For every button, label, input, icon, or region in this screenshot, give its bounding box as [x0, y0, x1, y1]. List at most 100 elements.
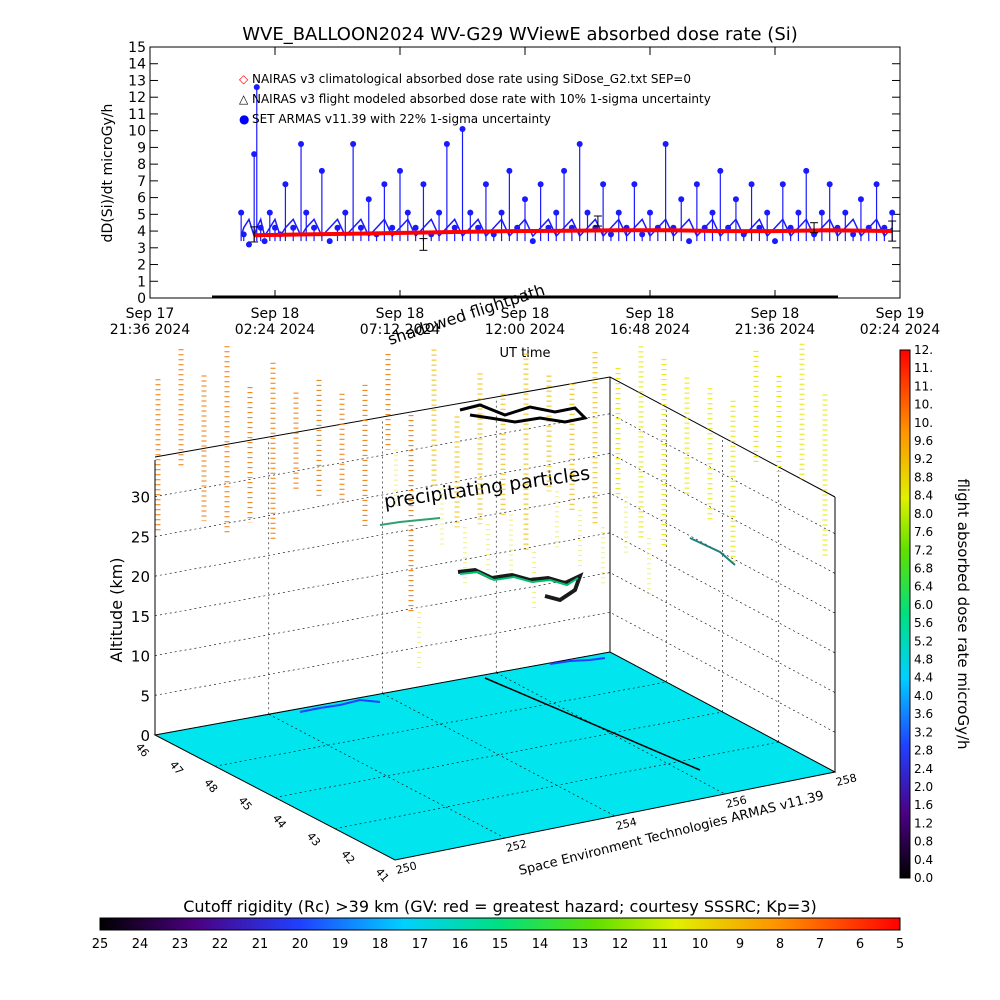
dose-rate-colorbar-tick: 10.	[914, 416, 933, 430]
legend-symbol: △	[239, 92, 249, 106]
armas-point	[537, 181, 544, 188]
dose-rate-colorbar-tick: 3.6	[914, 707, 933, 721]
altitude-tick-label: 30	[131, 489, 150, 507]
x-tick-label-time: 12:00 2024	[485, 322, 566, 338]
armas-point	[303, 209, 310, 216]
armas-point	[420, 181, 427, 188]
longitude-axis: 250 252 254 256 258	[395, 771, 859, 877]
latitude-tick-label: 41	[373, 866, 392, 885]
armas-point	[857, 196, 864, 203]
dose-rate-colorbar-tick: 8.4	[914, 489, 933, 503]
armas-point	[282, 181, 289, 188]
cutoff-rigidity-tick: 7	[816, 937, 824, 952]
armas-point	[261, 238, 268, 245]
armas-point	[553, 209, 560, 216]
armas-point	[443, 141, 450, 148]
cutoff-rigidity-tick: 22	[212, 937, 229, 952]
dose-rate-colorbar-label: flight absorbed dose rate microGy/h	[954, 478, 972, 749]
cutoff-rigidity-tick: 17	[412, 937, 429, 952]
latitude-tick-label: 43	[304, 830, 323, 849]
dose-rate-colorbar-tick: 4.0	[914, 689, 933, 703]
dose-rate-colorbar-tick: 0.8	[914, 835, 933, 849]
nairas-climatological-line	[254, 228, 893, 238]
dose-rate-colorbar-tick: 6.4	[914, 580, 933, 594]
ground-map-floor	[153, 651, 837, 861]
armas-point	[522, 196, 528, 203]
armas-point	[889, 209, 896, 216]
precipitating-particles-annotation: precipitating particles	[383, 462, 592, 513]
x-axis-label: UT time	[500, 346, 551, 361]
dose-rate-colorbar	[899, 349, 911, 879]
armas-point	[607, 231, 614, 238]
y-tick-label: 0	[137, 291, 146, 307]
armas-point	[647, 209, 653, 216]
armas-point	[772, 238, 778, 245]
armas-point	[748, 181, 755, 188]
armas-point	[389, 224, 396, 231]
ground-shadow-track	[299, 698, 381, 713]
armas-line	[240, 217, 893, 239]
floor-grid-line	[496, 672, 726, 795]
ground-divider	[484, 677, 701, 771]
armas-point	[662, 141, 669, 148]
dose-rate-colorbar-tick: 2.4	[914, 762, 933, 776]
armas-point	[412, 224, 419, 231]
dose-rate-colorbar-tick: 1.2	[914, 816, 933, 830]
flight-track-mid-color	[459, 570, 579, 587]
armas-point	[615, 209, 622, 216]
cutoff-rigidity-tick: 20	[292, 937, 309, 952]
armas-point	[334, 224, 341, 231]
cutoff-rigidity-tick: 8	[776, 937, 784, 952]
y-tick-label: 5	[137, 207, 146, 223]
armas-point	[238, 209, 245, 216]
dose-rate-colorbar-tick: 3.2	[914, 725, 933, 739]
legend-label: NAIRAS v3 flight modeled absorbed dose r…	[252, 92, 711, 106]
x-tick-label-date: Sep 18	[251, 306, 300, 322]
dose-rate-colorbar-tick: 8.8	[914, 470, 933, 484]
y-tick-label: 3	[137, 241, 146, 257]
armas-point	[842, 209, 849, 216]
armas-point	[251, 151, 258, 158]
y-axis-label: dD(Si)/dt microGy/h	[100, 104, 116, 243]
x-tick-label-date: Sep 17	[126, 306, 175, 322]
dose-rate-colorbar-tick: 7.6	[914, 525, 933, 539]
dose-rate-colorbar-tick: 0.0	[914, 871, 933, 885]
armas-point	[451, 224, 458, 231]
armas-point	[342, 209, 349, 216]
cutoff-rigidity-tick: 13	[572, 937, 589, 952]
y-tick-label: 10	[128, 124, 146, 140]
flight-track-descent	[689, 537, 736, 566]
y-tick-label: 9	[137, 140, 146, 156]
longitude-tick-label: 258	[835, 771, 859, 789]
legend-label: NAIRAS v3 climatological absorbed dose r…	[252, 72, 691, 86]
armas-point	[326, 238, 333, 245]
armas-point	[245, 241, 252, 248]
armas-point	[686, 238, 693, 245]
dose-rate-colorbar-tick: 11.	[914, 379, 933, 393]
longitude-tick-label: 256	[725, 793, 749, 811]
x-tick-label-date: Sep 18	[376, 306, 425, 322]
armas-point	[253, 84, 260, 91]
x-tick-label-date: Sep 18	[751, 306, 800, 322]
armas-point	[404, 209, 411, 216]
y-tick-label: 7	[137, 174, 146, 190]
cutoff-rigidity-colorbar	[99, 917, 901, 931]
armas-point	[818, 209, 825, 216]
dose-rate-colorbar-tick: 12.	[914, 343, 933, 357]
armas-point	[873, 181, 880, 188]
armas-point	[381, 181, 388, 188]
cutoff-rigidity-tick: 12	[612, 937, 629, 952]
dose-rate-colorbar-tick: 6.8	[914, 561, 933, 575]
cutoff-rigidity-title: Cutoff rigidity (Rc) >39 km (GV: red = g…	[183, 897, 817, 916]
armas-point	[506, 167, 513, 174]
dose-rate-colorbar-tick: 2.0	[914, 780, 933, 794]
armas-point	[709, 209, 716, 216]
armas-point	[795, 209, 802, 216]
dose-rate-colorbar-tick: 8.0	[914, 507, 933, 521]
cutoff-rigidity-tick: 5	[896, 937, 904, 952]
dose-rate-colorbar-tick: 5.2	[914, 634, 933, 648]
dose-rate-colorbar-tick: 10.	[914, 398, 933, 412]
